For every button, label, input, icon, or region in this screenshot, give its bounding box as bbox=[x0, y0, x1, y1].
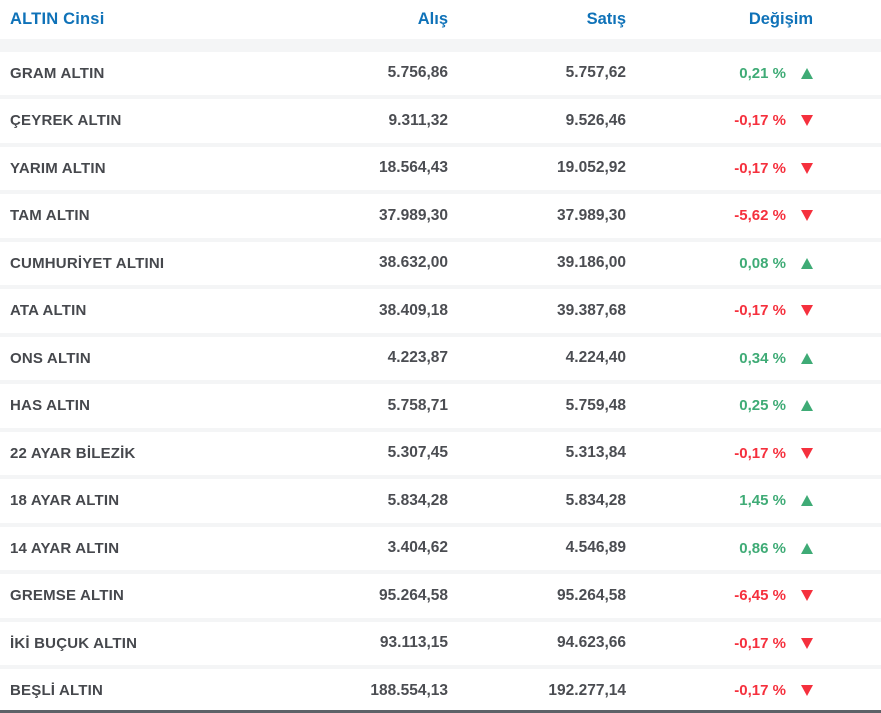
change-percent: -0,17 % bbox=[734, 444, 786, 462]
buy-price: 38.409,18 bbox=[379, 301, 448, 319]
down-arrow-icon bbox=[801, 210, 813, 222]
table-body: GRAM ALTIN 5.756,86 5.757,62 0,21 % ÇEYR… bbox=[0, 47, 881, 713]
gold-type-label: ATA ALTIN bbox=[10, 302, 87, 320]
change-percent: -0,17 % bbox=[734, 634, 786, 652]
table-row[interactable]: 14 AYAR ALTIN 3.404,62 4.546,89 0,86 % bbox=[0, 522, 881, 570]
sell-price: 9.526,46 bbox=[565, 111, 626, 129]
table-row[interactable]: İKİ BUÇUK ALTIN 93.113,15 94.623,66 -0,1… bbox=[0, 617, 881, 665]
buy-price: 5.307,45 bbox=[387, 444, 448, 462]
sell-price: 95.264,58 bbox=[557, 586, 626, 604]
change-percent: -0,17 % bbox=[734, 159, 786, 177]
table-row[interactable]: ATA ALTIN 38.409,18 39.387,68 -0,17 % bbox=[0, 285, 881, 333]
change-percent: 0,25 % bbox=[739, 397, 786, 415]
sell-price: 19.052,92 bbox=[557, 159, 626, 177]
change-percent: -6,45 % bbox=[734, 587, 786, 605]
up-arrow-icon bbox=[801, 542, 813, 554]
change-percent: -0,17 % bbox=[734, 682, 786, 700]
down-arrow-icon bbox=[801, 685, 813, 697]
table-row[interactable]: GRAM ALTIN 5.756,86 5.757,62 0,21 % bbox=[0, 47, 881, 95]
down-arrow-icon bbox=[801, 447, 813, 459]
sell-price: 39.387,68 bbox=[557, 301, 626, 319]
change-percent: -5,62 % bbox=[734, 207, 786, 225]
table-header-row: ALTIN Cinsi Alış Satış Değişim bbox=[0, 0, 881, 48]
table-row[interactable]: GREMSE ALTIN 95.264,58 95.264,58 -6,45 % bbox=[0, 570, 881, 618]
change-percent: 0,86 % bbox=[739, 539, 786, 557]
up-arrow-icon bbox=[801, 400, 813, 412]
gold-type-label: TAM ALTIN bbox=[10, 207, 90, 225]
up-arrow-icon bbox=[801, 257, 813, 269]
header-buy: Alış bbox=[417, 9, 448, 28]
buy-price: 9.311,32 bbox=[388, 111, 448, 129]
table-row[interactable]: YARIM ALTIN 18.564,43 19.052,92 -0,17 % bbox=[0, 142, 881, 190]
gold-type-label: ONS ALTIN bbox=[10, 349, 91, 367]
sell-price: 37.989,30 bbox=[557, 206, 626, 224]
sell-price: 94.623,66 bbox=[557, 634, 626, 652]
gold-type-label: ÇEYREK ALTIN bbox=[10, 112, 122, 130]
up-arrow-icon bbox=[801, 352, 813, 364]
buy-price: 4.223,87 bbox=[387, 349, 448, 367]
buy-price: 18.564,43 bbox=[379, 159, 448, 177]
up-arrow-icon bbox=[801, 495, 813, 507]
table-row[interactable]: 18 AYAR ALTIN 5.834,28 5.834,28 1,45 % bbox=[0, 475, 881, 523]
up-arrow-icon bbox=[801, 67, 813, 79]
change-percent: 0,08 % bbox=[739, 254, 786, 272]
buy-price: 5.758,71 bbox=[387, 396, 448, 414]
sell-price: 5.834,28 bbox=[565, 491, 626, 509]
gold-type-label: 22 AYAR BİLEZİK bbox=[10, 444, 136, 462]
table-row[interactable]: HAS ALTIN 5.758,71 5.759,48 0,25 % bbox=[0, 380, 881, 428]
gold-type-label: BEŞLİ ALTIN bbox=[10, 682, 104, 700]
sell-price: 39.186,00 bbox=[557, 254, 626, 272]
down-arrow-icon bbox=[801, 637, 813, 649]
gold-type-label: GRAM ALTIN bbox=[10, 64, 105, 82]
change-percent: 0,21 % bbox=[739, 64, 786, 82]
table-row[interactable]: CUMHURİYET ALTINI 38.632,00 39.186,00 0,… bbox=[0, 237, 881, 285]
change-percent: -0,17 % bbox=[734, 302, 786, 320]
table-row[interactable]: TAM ALTIN 37.989,30 37.989,30 -5,62 % bbox=[0, 190, 881, 238]
table-row[interactable]: ONS ALTIN 4.223,87 4.224,40 0,34 % bbox=[0, 332, 881, 380]
down-arrow-icon bbox=[801, 115, 813, 127]
down-arrow-icon bbox=[801, 590, 813, 602]
buy-price: 93.113,15 bbox=[379, 634, 448, 652]
table-row[interactable]: BEŞLİ ALTIN 188.554,13 192.277,14 -0,17 … bbox=[0, 665, 881, 713]
down-arrow-icon bbox=[801, 162, 813, 174]
down-arrow-icon bbox=[801, 305, 813, 317]
table-row[interactable]: 22 AYAR BİLEZİK 5.307,45 5.313,84 -0,17 … bbox=[0, 427, 881, 475]
buy-price: 188.554,13 bbox=[370, 681, 448, 699]
header-sell: Satış bbox=[586, 9, 626, 28]
buy-price: 5.834,28 bbox=[387, 491, 448, 509]
gold-type-label: YARIM ALTIN bbox=[10, 159, 106, 177]
change-percent: 0,34 % bbox=[739, 349, 786, 367]
gold-type-label: HAS ALTIN bbox=[10, 397, 91, 415]
gold-type-label: CUMHURİYET ALTINI bbox=[10, 254, 165, 272]
sell-price: 5.757,62 bbox=[565, 64, 626, 82]
gold-type-label: 14 AYAR ALTIN bbox=[10, 539, 120, 557]
change-percent: 1,45 % bbox=[739, 492, 786, 510]
sell-price: 5.313,84 bbox=[565, 444, 626, 462]
sell-price: 4.546,89 bbox=[565, 539, 626, 557]
header-change: Değişim bbox=[748, 9, 813, 28]
sell-price: 5.759,48 bbox=[565, 396, 626, 414]
gold-type-label: GREMSE ALTIN bbox=[10, 587, 125, 605]
gold-type-label: İKİ BUÇUK ALTIN bbox=[10, 634, 138, 652]
buy-price: 3.404,62 bbox=[387, 539, 448, 557]
table-row[interactable]: ÇEYREK ALTIN 9.311,32 9.526,46 -0,17 % bbox=[0, 95, 881, 143]
sell-price: 192.277,14 bbox=[548, 681, 626, 699]
buy-price: 38.632,00 bbox=[379, 254, 448, 272]
header-gold-type: ALTIN Cinsi bbox=[10, 9, 105, 28]
buy-price: 5.756,86 bbox=[387, 64, 448, 82]
buy-price: 95.264,58 bbox=[379, 586, 448, 604]
bottom-edge-bar bbox=[0, 710, 881, 713]
change-percent: -0,17 % bbox=[734, 112, 786, 130]
gold-type-label: 18 AYAR ALTIN bbox=[10, 492, 120, 510]
sell-price: 4.224,40 bbox=[565, 349, 626, 367]
buy-price: 37.989,30 bbox=[379, 206, 448, 224]
